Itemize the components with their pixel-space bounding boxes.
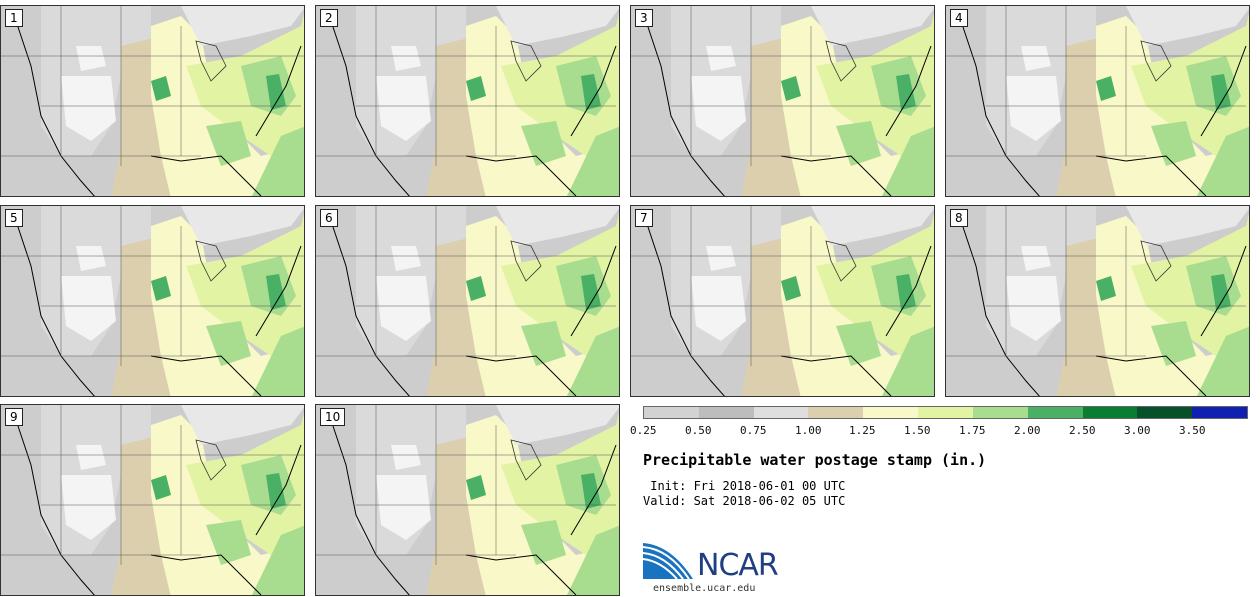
- map-panel-9: 9: [0, 404, 305, 596]
- map-panel-2: 2: [315, 5, 620, 197]
- colorbar-tick-label: 1.75: [959, 424, 986, 437]
- map-panel-5: 5: [0, 205, 305, 397]
- ncar-logo-text: NCAR: [697, 548, 779, 583]
- colorbar-swatch: [753, 407, 809, 418]
- colorbar-swatch: [1137, 407, 1193, 418]
- member-number: 1: [5, 9, 23, 27]
- colorbar: [643, 406, 1248, 419]
- colorbar-tick-label: 0.50: [685, 424, 712, 437]
- map-panel-1: 1: [0, 5, 305, 197]
- colorbar-swatch: [644, 407, 699, 418]
- colorbar-swatch: [1082, 407, 1138, 418]
- map-panel-8: 8: [945, 205, 1250, 397]
- colorbar-tick-label: 1.00: [795, 424, 822, 437]
- member-number: 2: [320, 9, 338, 27]
- init-time: Init: Fri 2018-06-01 00 UTC: [643, 479, 846, 493]
- colorbar-tick-label: 1.50: [904, 424, 931, 437]
- colorbar-swatch: [863, 407, 919, 418]
- colorbar-swatch: [1192, 407, 1247, 418]
- member-number: 10: [320, 408, 346, 426]
- member-number: 6: [320, 209, 338, 227]
- colorbar-tick-label: 1.25: [849, 424, 876, 437]
- member-number: 8: [950, 209, 968, 227]
- member-number: 4: [950, 9, 968, 27]
- colorbar-swatch: [918, 407, 973, 418]
- map-panel-7: 7: [630, 205, 935, 397]
- colorbar-swatch: [808, 407, 864, 418]
- map-panel-4: 4: [945, 5, 1250, 197]
- map-panel-6: 6: [315, 205, 620, 397]
- colorbar-tick-label: 2.50: [1069, 424, 1096, 437]
- colorbar-tick-label: 3.50: [1179, 424, 1206, 437]
- member-number: 3: [635, 9, 653, 27]
- ncar-logo-icon: [643, 543, 693, 580]
- valid-time: Valid: Sat 2018-06-02 05 UTC: [643, 494, 846, 508]
- plot-title: Precipitable water postage stamp (in.): [643, 451, 987, 469]
- member-number: 9: [5, 408, 23, 426]
- map-panel-3: 3: [630, 5, 935, 197]
- colorbar-ticks: 0.25 0.50 0.75 1.00 1.25 1.50 1.75 2.00 2.50 3.00…: [630, 424, 1260, 438]
- colorbar-tick-label: 3.00: [1124, 424, 1151, 437]
- colorbar-swatch: [972, 407, 1028, 418]
- colorbar-swatch: [698, 407, 754, 418]
- colorbar-swatch: [1027, 407, 1083, 418]
- logo-url: ensemble.ucar.edu: [653, 583, 756, 594]
- member-number: 5: [5, 209, 23, 227]
- colorbar-tick-label: 2.00: [1014, 424, 1041, 437]
- colorbar-tick-label: 0.75: [740, 424, 767, 437]
- map-panel-10: 10: [315, 404, 620, 596]
- colorbar-tick-label: 0.25: [630, 424, 657, 437]
- member-number: 7: [635, 209, 653, 227]
